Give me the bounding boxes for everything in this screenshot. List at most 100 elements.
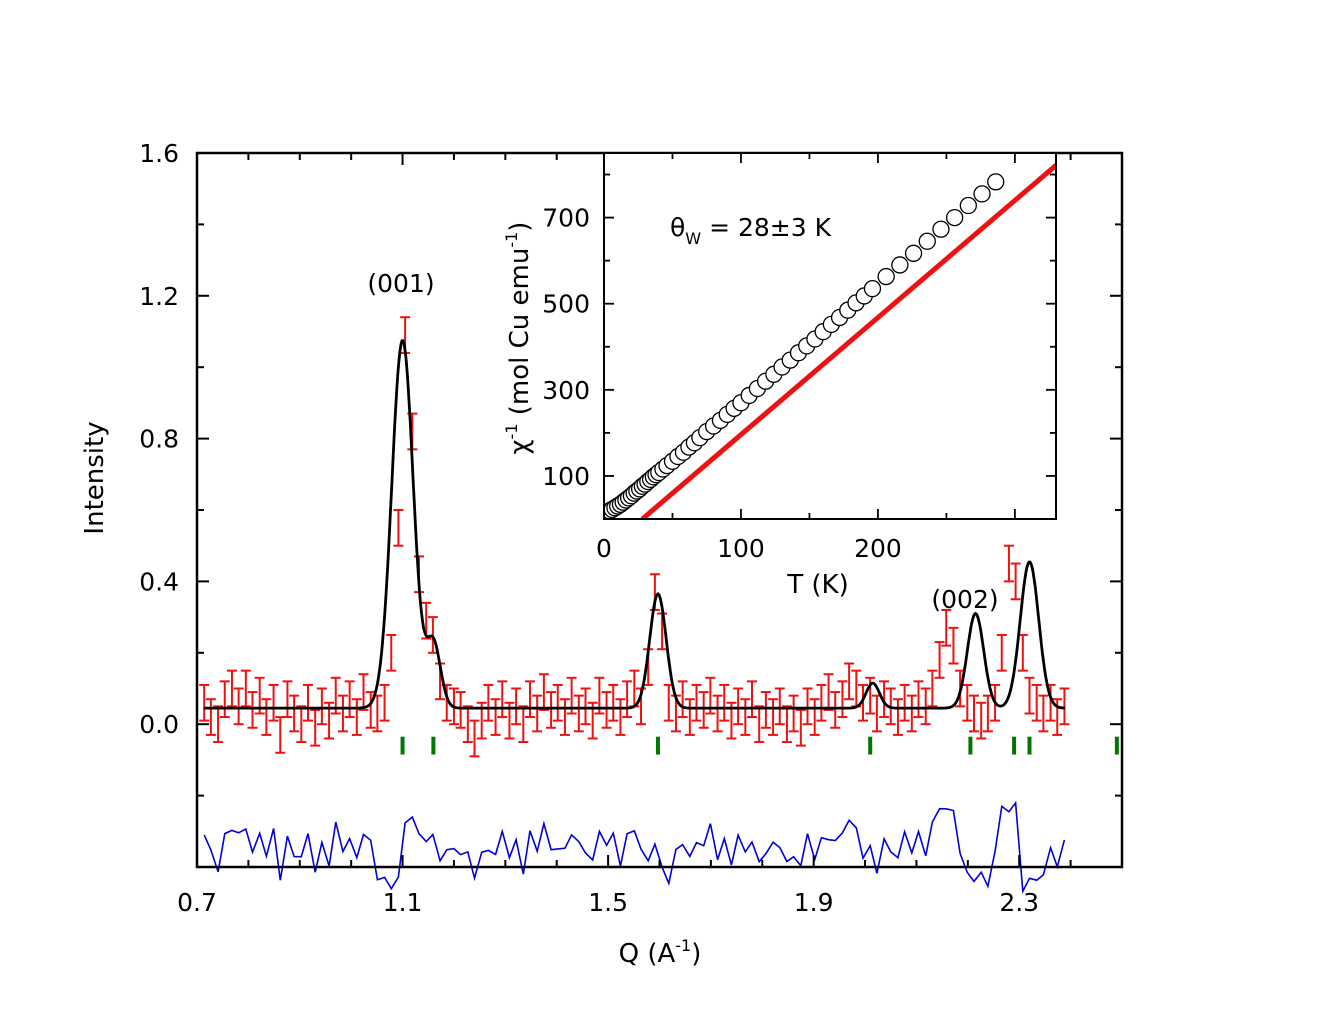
observed-point (289, 694, 300, 733)
observed-point (608, 683, 619, 722)
weiss-temperature-label: θW = 28±3 K (670, 213, 832, 248)
observed-point (518, 705, 529, 744)
y-tick-label: 1.6 (139, 139, 179, 168)
observed-point (337, 694, 348, 733)
observed-point (226, 669, 237, 708)
difference-line (203, 800, 1066, 895)
inset-plot: 0 100 200 100 300 500 700 T (K) χ-1 (mol Cu e… (502, 152, 1057, 600)
observed-point (754, 705, 765, 744)
observed-point (462, 705, 473, 744)
observed-point (906, 694, 917, 733)
observed-point (580, 687, 591, 726)
observed-point (427, 616, 438, 654)
observed-point (303, 683, 313, 722)
inset-x-axis-label: T (K) (786, 570, 848, 600)
observed-point (1031, 683, 1042, 722)
observed-point (275, 716, 286, 754)
observed-point (1059, 687, 1070, 726)
inset-x-ticks: 0 100 200 (596, 153, 1016, 563)
peak-label-001: (001) (367, 269, 434, 298)
data-circle (973, 185, 991, 203)
observed-point (552, 683, 563, 722)
observed-point (747, 680, 757, 719)
inset-clipped-marks (604, 162, 1056, 519)
inset-y-tick-label: 500 (542, 290, 590, 319)
observed-point (1024, 676, 1035, 715)
observed-point (296, 705, 307, 744)
observed-point (483, 683, 494, 722)
data-circle (945, 208, 964, 227)
observed-point (622, 680, 633, 719)
inset-x-tick-label: 0 (596, 534, 612, 563)
observed-point (559, 698, 570, 736)
observed-point (316, 687, 327, 726)
inset-x-tick-label: 200 (854, 534, 902, 563)
observed-point (213, 705, 224, 744)
observed-point (386, 633, 397, 672)
observed-point (837, 680, 848, 719)
observed-point (976, 701, 987, 740)
observed-point (816, 683, 827, 722)
observed-point (233, 687, 244, 726)
x-tick-label: 0.7 (177, 888, 217, 917)
observed-point (899, 683, 910, 722)
data-circle (891, 256, 909, 274)
inset-x-tick-label: 100 (717, 534, 765, 563)
observed-point (788, 694, 799, 733)
observed-point (219, 680, 230, 719)
inset-y-tick-label: 300 (542, 376, 590, 405)
observed-point (684, 698, 695, 736)
observed-point (199, 683, 210, 722)
observed-point (455, 691, 466, 729)
inset-y-axis-label: χ-1 (mol Cu emu-1) (502, 222, 535, 455)
observed-point (920, 687, 931, 726)
observed-point (823, 673, 834, 711)
main-plot: 0.7 1.1 1.5 1.9 2.3 0.00.40.81.21.6 Q (A-1) … (80, 139, 1124, 969)
observed-point (358, 673, 369, 711)
data-circle (863, 279, 882, 298)
observed-point (719, 683, 730, 722)
observed-point (691, 683, 702, 722)
observed-point (781, 705, 792, 744)
observed-point (712, 694, 723, 733)
observed-point (573, 694, 584, 733)
observed-point (469, 719, 480, 758)
observed-point (677, 680, 688, 719)
observed-point (740, 698, 751, 736)
observed-point (844, 662, 855, 701)
observed-point (247, 691, 258, 729)
main-marks (199, 316, 1119, 895)
observed-point (795, 708, 806, 747)
observed-point (532, 694, 543, 733)
observed-point (913, 680, 924, 719)
y-tick-label: 0.0 (139, 710, 179, 739)
observed-point (996, 633, 1007, 672)
x-tick-label: 2.3 (999, 888, 1039, 917)
observed-point (879, 680, 890, 719)
observed-point (809, 698, 820, 736)
data-circle (918, 232, 936, 250)
data-circle (987, 173, 1005, 191)
observed-point (892, 698, 903, 736)
peak-label-002: (002) (931, 585, 998, 614)
data-circle (877, 267, 895, 286)
observed-point (310, 708, 321, 747)
inset-marks (604, 162, 1056, 519)
observed-point (774, 687, 785, 726)
observed-point (760, 691, 771, 729)
observed-point (733, 687, 744, 726)
data-circle (904, 244, 923, 262)
observed-point (268, 683, 279, 722)
y-tick-label: 1.2 (139, 282, 179, 311)
observed-point (261, 698, 272, 736)
observed-point (393, 509, 404, 547)
observed-point (282, 680, 293, 719)
observed-point (830, 691, 841, 729)
observed-point (490, 698, 501, 736)
x-tick-label: 1.1 (383, 888, 423, 917)
observed-point (1010, 562, 1021, 601)
observed-point (1038, 694, 1049, 733)
x-tick-label: 1.5 (588, 888, 628, 917)
observed-point (698, 691, 709, 729)
inset-y-tick-label: 700 (542, 204, 590, 233)
